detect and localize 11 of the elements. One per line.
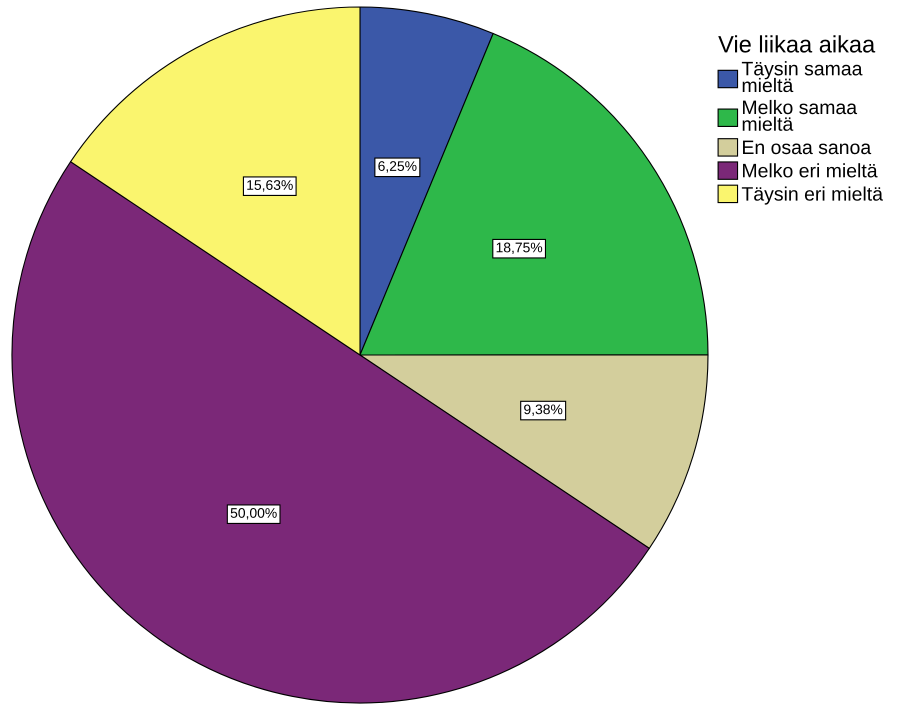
legend-label: Melko samaa mieltä — [742, 100, 858, 131]
data-label: 18,75% — [496, 242, 542, 254]
legend-label: En osaa sanoa — [743, 140, 872, 154]
data-label: 15,63% — [247, 180, 293, 192]
legend-label: Täysin samaa mieltä — [742, 61, 862, 92]
legend-label: Täysin eri mieltä — [742, 186, 883, 205]
legend-label: Melko eri mieltä — [743, 163, 878, 178]
data-label: 6,25% — [378, 161, 417, 173]
data-label: 50,00% — [230, 508, 277, 520]
data-label: 9,38% — [524, 404, 562, 416]
legend-title: Vie liikaa aikaa — [718, 35, 876, 53]
